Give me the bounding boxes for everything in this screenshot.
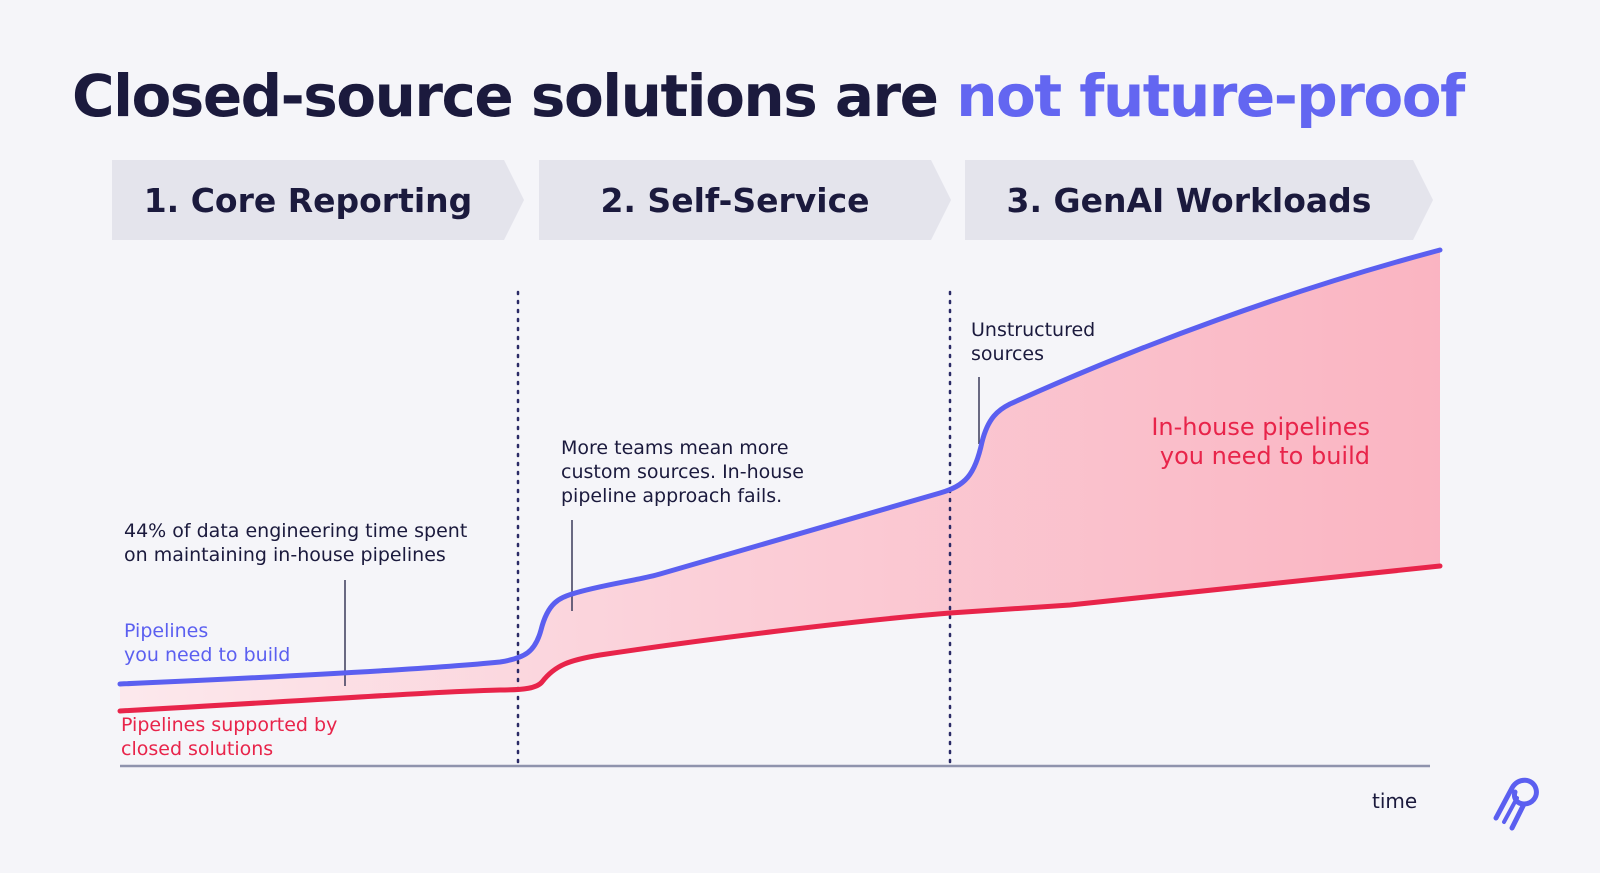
need-to-build-label-line1: Pipelines	[124, 620, 209, 642]
phase-3-label: 3. GenAI Workloads	[1006, 180, 1372, 220]
phase3-annotation-line2: sources	[971, 343, 1044, 365]
slide-title: Closed-source solutions are not future-p…	[72, 62, 1465, 132]
title-prefix: Closed-source solutions are	[72, 62, 957, 130]
in-house-gap-area	[120, 250, 1440, 711]
phase-2-banner: 2. Self-Service	[539, 160, 951, 240]
in-house-area-label-line1: In-house pipelines	[1151, 413, 1370, 441]
phase1-annotation-line2: on maintaining in-house pipelines	[124, 544, 446, 566]
phase1-annotation: 44% of data engineering time spent on ma…	[124, 519, 467, 567]
phase2-annotation: More teams mean more custom sources. In-…	[561, 436, 804, 508]
closed-solutions-label-line1: Pipelines supported by	[121, 714, 338, 736]
phase-2-label: 2. Self-Service	[600, 180, 870, 220]
need-to-build-line	[117, 247, 1443, 687]
phase-1-label: 1. Core Reporting	[143, 180, 473, 220]
closed-solutions-line	[117, 563, 1443, 714]
phase2-annotation-line1: More teams mean more	[561, 437, 789, 459]
need-to-build-label-line2: you need to build	[124, 644, 291, 666]
phase-2-arrow-shape	[539, 160, 951, 240]
closed-solutions-series-label: Pipelines supported by closed solutions	[121, 713, 337, 761]
closed-solutions-label-line2: closed solutions	[121, 738, 274, 760]
title-accent: not future-proof	[956, 62, 1465, 130]
phase-3-arrow-shape	[965, 160, 1433, 240]
phase2-annotation-line2: custom sources. In-house	[561, 461, 804, 483]
need-to-build-series-label: Pipelines you need to build	[124, 619, 290, 667]
in-house-area-label: In-house pipelines you need to build	[1151, 413, 1370, 471]
in-house-area-label-line2: you need to build	[1159, 442, 1370, 470]
phase3-annotation-line1: Unstructured	[971, 319, 1096, 341]
phase3-annotation: Unstructured sources	[971, 318, 1095, 366]
phase-1-banner: 1. Core Reporting	[112, 160, 524, 240]
x-axis-label: time	[1372, 789, 1418, 813]
phase2-annotation-line3: pipeline approach fails.	[561, 485, 783, 507]
phase-1-arrow-shape	[112, 160, 524, 240]
phase1-annotation-line1: 44% of data engineering time spent	[124, 520, 468, 542]
airbyte-logo-icon	[1493, 777, 1539, 831]
phase-3-banner: 3. GenAI Workloads	[965, 160, 1433, 240]
